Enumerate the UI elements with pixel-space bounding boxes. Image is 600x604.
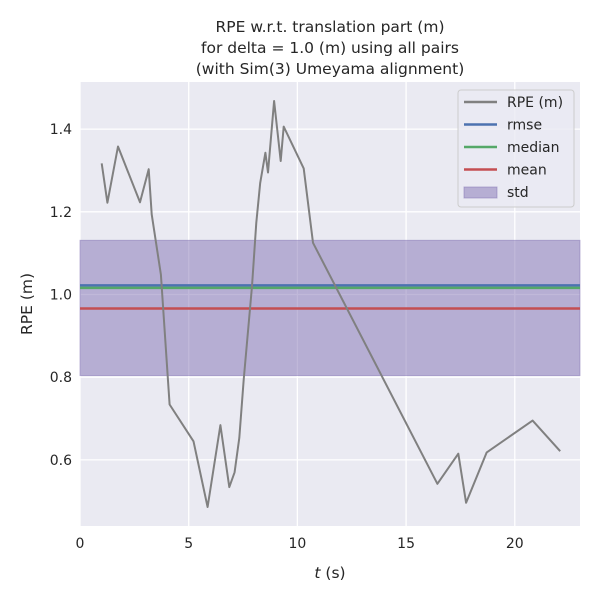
legend-label: RPE (m) — [507, 95, 563, 111]
chart-title-line-3: (with Sim(3) Umeyama alignment) — [196, 60, 465, 78]
x-axis-label: t (s) — [314, 564, 345, 582]
tick-labels: 0 5 10 15 20 0.6 0.8 1.0 1.2 1.4 — [50, 122, 524, 552]
legend-label: rmse — [507, 118, 542, 134]
y-tick-label: 0.8 — [50, 370, 72, 386]
x-tick-label: 5 — [184, 536, 193, 552]
legend-label: median — [507, 140, 559, 156]
x-tick-label: 20 — [506, 536, 524, 552]
legend-label: mean — [507, 163, 547, 179]
legend-frame — [457, 89, 575, 208]
series-group — [100, 100, 561, 508]
y-tick-label: 1.0 — [50, 287, 72, 303]
legend-label: std — [507, 185, 529, 201]
legend-swatch-std — [463, 186, 498, 199]
y-axis-label: RPE (m) — [18, 273, 36, 335]
x-tick-label: 15 — [397, 536, 415, 552]
x-tick-label: 10 — [288, 536, 306, 552]
legend: RPE (m) rmse median mean std — [457, 89, 575, 208]
y-tick-label: 1.2 — [50, 205, 72, 221]
rpe-series-line — [100, 100, 561, 508]
y-tick-label: 0.6 — [50, 453, 72, 469]
chart-title-line-1: RPE w.r.t. translation part (m) — [215, 18, 444, 36]
x-tick-label: 0 — [76, 536, 85, 552]
chart-title-line-2: for delta = 1.0 (m) using all pairs — [201, 39, 459, 57]
y-tick-label: 1.4 — [50, 122, 72, 138]
